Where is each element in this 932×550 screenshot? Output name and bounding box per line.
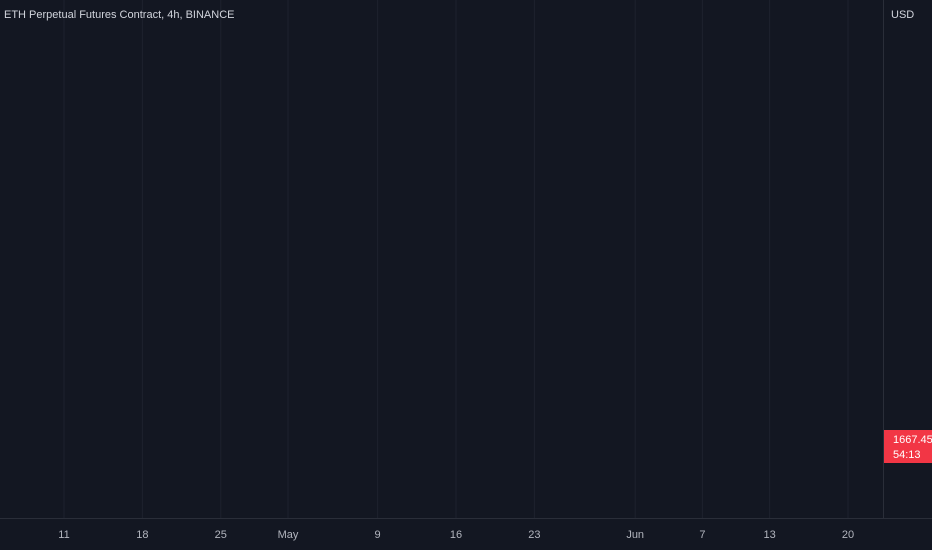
time-tick-label: Jun <box>626 529 644 541</box>
time-tick-label: 11 <box>58 529 69 541</box>
time-tick-label: 18 <box>136 529 148 541</box>
time-tick-label: 13 <box>763 529 775 541</box>
bar-countdown: 54:13 <box>893 449 921 461</box>
currency-label: USD <box>891 9 914 21</box>
last-price-badge-bg <box>884 430 932 463</box>
last-price-value: 1667.45 <box>893 434 932 446</box>
time-tick-label: May <box>278 529 299 541</box>
last-price-badge: 1667.45 54:13 <box>884 430 932 463</box>
time-axis[interactable]: 11 18 25 May 9 16 23 Jun 7 13 20 <box>58 529 854 541</box>
chart-title: ETH Perpetual Futures Contract, 4h, BINA… <box>4 9 235 21</box>
time-tick-label: 25 <box>215 529 227 541</box>
time-tick-label: 23 <box>528 529 540 541</box>
time-tick-label: 20 <box>842 529 854 541</box>
time-tick-label: 16 <box>450 529 462 541</box>
grid <box>63 0 849 518</box>
time-tick-label: 7 <box>699 529 705 541</box>
time-tick-label: 9 <box>375 529 381 541</box>
